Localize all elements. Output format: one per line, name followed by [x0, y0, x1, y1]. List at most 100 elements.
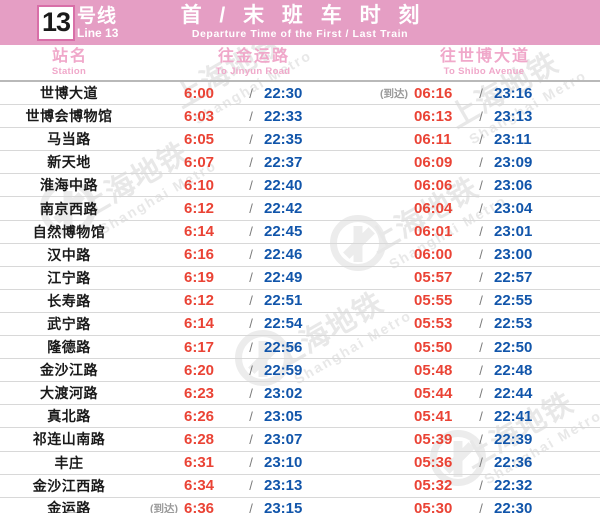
direction-jinyun-road-times: 6:03 / 22:33: [138, 108, 368, 125]
time-separator: /: [479, 201, 483, 217]
first-train-time: 6:19: [184, 269, 215, 287]
direction-jinyun-road-times: 6:16 / 22:46: [138, 246, 368, 263]
direction-shibo-avenue-times: 06:04 / 23:04: [368, 200, 600, 217]
last-train-time: 22:40: [264, 176, 303, 194]
direction-jinyun-road-times: (到达) 6:36 / 23:15: [138, 500, 368, 513]
first-train-time: 06:09: [414, 153, 453, 171]
time-separator: /: [249, 316, 253, 332]
time-separator: /: [249, 154, 253, 170]
table-row: 世博会博物馆 6:03 / 22:33 06:13 / 23:13: [0, 105, 600, 129]
direction-shibo-avenue-times: 05:30 / 22:30: [368, 500, 600, 513]
direction-jinyun-road-times: 6:20 / 22:59: [138, 362, 368, 379]
station-name: 武宁路: [47, 315, 91, 332]
direction-jinyun-road-times: 6:23 / 23:02: [138, 385, 368, 402]
table-row: 大渡河路 6:23 / 23:02 05:44 / 22:44: [0, 382, 600, 406]
last-train-time: 22:45: [264, 223, 303, 241]
column-header-dir1-en: To Jinyun Road: [215, 66, 291, 77]
station-name: 隆德路: [47, 339, 91, 356]
first-train-time: 06:01: [414, 223, 453, 241]
time-separator: /: [249, 478, 253, 494]
first-train-time: 05:39: [414, 430, 453, 448]
direction-jinyun-road-times: 6:17 / 22:56: [138, 339, 368, 356]
table-row: 金运路 (到达) 6:36 / 23:15 05:30 / 22:30: [0, 498, 600, 513]
last-train-time: 22:30: [264, 84, 303, 102]
column-header-dir1-cn: 往金运路: [217, 48, 290, 65]
line-badge: 13 号线 Line 13: [37, 4, 119, 41]
station-name: 金沙江路: [40, 362, 98, 379]
first-train-time: 05:55: [414, 292, 453, 310]
first-train-time: 05:53: [414, 315, 453, 333]
time-separator: /: [479, 478, 483, 494]
direction-shibo-avenue-times: 05:36 / 22:36: [368, 454, 600, 471]
time-separator: /: [479, 385, 483, 401]
first-train-time: 6:20: [184, 361, 215, 379]
table-row: 自然博物馆 6:14 / 22:45 06:01 / 23:01: [0, 221, 600, 244]
direction-shibo-avenue-times: 06:09 / 23:09: [368, 154, 600, 171]
first-train-time: 05:44: [414, 384, 453, 402]
direction-jinyun-road-times: 6:07 / 22:37: [138, 154, 368, 171]
last-train-time: 23:15: [264, 499, 303, 513]
last-train-time: 22:46: [264, 246, 303, 264]
time-separator: /: [249, 224, 253, 240]
last-train-time: 23:05: [264, 407, 303, 425]
first-train-time: 6:31: [184, 454, 215, 472]
first-train-time: 6:14: [184, 315, 215, 333]
station-name: 马当路: [47, 131, 91, 148]
first-train-time: 05:48: [414, 361, 453, 379]
time-separator: /: [479, 362, 483, 378]
direction-shibo-avenue-times: 05:55 / 22:55: [368, 292, 600, 309]
table-row: 武宁路 6:14 / 22:54 05:53 / 22:53: [0, 313, 600, 337]
table-row: 丰庄 6:31 / 23:10 05:36 / 22:36: [0, 452, 600, 475]
station-name: 南京西路: [40, 200, 98, 217]
time-separator: /: [249, 177, 253, 193]
table-row: 真北路 6:26 / 23:05 05:41 / 22:41: [0, 405, 600, 429]
time-separator: /: [479, 455, 483, 471]
table-row: 世博大道 6:00 / 22:30 (到达) 06:16 / 23:16: [0, 82, 600, 106]
last-train-time: 23:01: [494, 223, 533, 241]
first-train-time: 05:57: [414, 269, 453, 287]
station-name: 大渡河路: [40, 385, 98, 402]
first-train-time: 6:07: [184, 153, 215, 171]
direction-jinyun-road-times: 6:12 / 22:51: [138, 292, 368, 309]
time-separator: /: [479, 293, 483, 309]
direction-shibo-avenue-times: 05:48 / 22:48: [368, 362, 600, 379]
time-separator: /: [249, 385, 253, 401]
first-train-time: 05:36: [414, 454, 453, 472]
last-train-time: 22:44: [494, 384, 533, 402]
time-separator: /: [479, 408, 483, 424]
last-train-time: 23:13: [494, 107, 533, 125]
direction-shibo-avenue-times: 05:41 / 22:41: [368, 408, 600, 425]
last-train-time: 22:41: [494, 407, 533, 425]
first-train-time: 6:16: [184, 246, 215, 264]
last-train-time: 22:37: [264, 153, 303, 171]
column-header-station-en: Station: [51, 66, 87, 77]
line-label-en: Line 13: [77, 25, 119, 40]
last-train-time: 22:42: [264, 200, 303, 218]
table-row: 祁连山南路 6:28 / 23:07 05:39 / 22:39: [0, 428, 600, 452]
direction-shibo-avenue-times: 06:13 / 23:13: [368, 108, 600, 125]
first-train-time: 6:10: [184, 176, 215, 194]
arrival-marker: (到达): [150, 502, 178, 513]
direction-jinyun-road-times: 6:31 / 23:10: [138, 454, 368, 471]
time-separator: /: [479, 154, 483, 170]
station-name: 淮海中路: [40, 177, 98, 194]
time-separator: /: [249, 247, 253, 263]
table-row: 汉中路 6:16 / 22:46 06:00 / 23:00: [0, 244, 600, 267]
first-train-time: 6:17: [184, 338, 215, 356]
direction-jinyun-road-times: 6:14 / 22:54: [138, 315, 368, 332]
direction-shibo-avenue-times: (到达) 06:16 / 23:16: [368, 85, 600, 102]
table-row: 隆德路 6:17 / 22:56 05:50 / 22:50: [0, 336, 600, 360]
time-separator: /: [479, 131, 483, 147]
last-train-time: 23:10: [264, 454, 303, 472]
first-train-time: 6:00: [184, 84, 215, 102]
direction-shibo-avenue-times: 05:50 / 22:50: [368, 339, 600, 356]
time-separator: /: [479, 500, 483, 513]
last-train-time: 22:32: [494, 477, 533, 495]
line-label-cn: 号线: [77, 5, 118, 27]
direction-shibo-avenue-times: 06:06 / 23:06: [368, 177, 600, 194]
first-train-time: 6:26: [184, 407, 215, 425]
station-name: 丰庄: [54, 454, 84, 471]
last-train-time: 22:56: [264, 338, 303, 356]
time-separator: /: [249, 339, 253, 355]
